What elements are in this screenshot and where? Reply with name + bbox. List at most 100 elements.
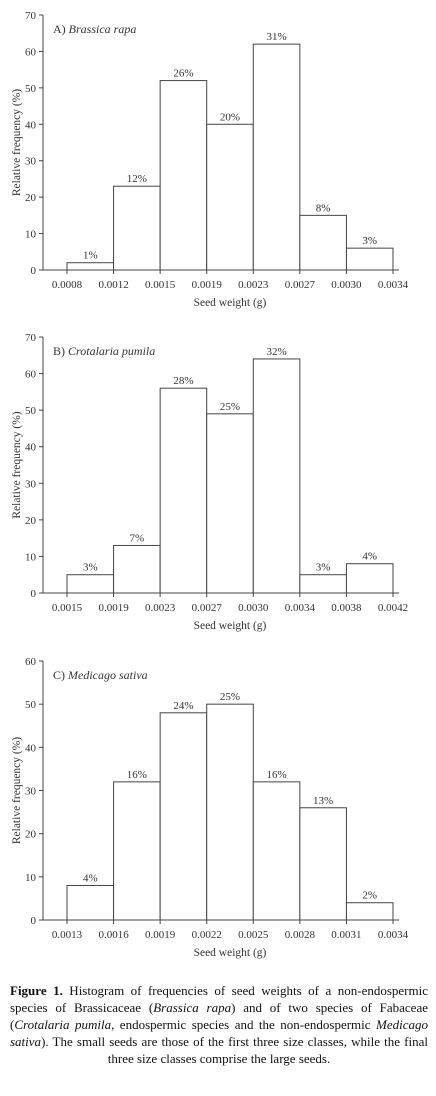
x-tick-label: 0.0015 [52, 602, 83, 614]
histogram-bar [345, 247, 394, 271]
x-tick-label: 0.0019 [98, 602, 129, 614]
y-tick-label: 30 [25, 786, 37, 798]
histogram-bar [159, 712, 208, 921]
bar-data-label: 3% [316, 562, 331, 574]
bar-data-label: 12% [127, 173, 147, 185]
bar-data-label: 26% [173, 68, 193, 80]
panel-letter: B) [53, 344, 68, 358]
x-axis-label: Seed weight (g) [194, 947, 267, 959]
panel-title: B) Crotalaria pumila [53, 344, 155, 358]
y-axis-label: Relative frequency (%) [11, 411, 23, 518]
caption-text: ) and of two species of Fabaceae ( [10, 1000, 428, 1032]
x-tick-label: 0.0030 [238, 602, 269, 614]
x-tick-label: 0.0015 [145, 279, 176, 291]
x-tick-label: 0.0022 [192, 929, 222, 941]
histogram-bar [66, 884, 115, 921]
bar-data-label: 20% [220, 111, 240, 123]
y-tick-label: 70 [25, 10, 37, 22]
x-tick-label: 0.0034 [285, 602, 316, 614]
x-tick-label: 0.0013 [52, 929, 83, 941]
y-tick-label: 20 [25, 192, 37, 204]
y-tick-label: 50 [25, 699, 37, 711]
histogram-bar [252, 358, 301, 594]
histogram-bar [252, 781, 301, 921]
histogram-bar [299, 214, 347, 271]
bar-data-label: 25% [220, 691, 240, 703]
histogram-bar [113, 185, 161, 271]
panel-title: A) Brassica rapa [53, 22, 136, 36]
x-tick-label: 0.0031 [331, 929, 361, 941]
caption-species-name: Brassica rapa [153, 1000, 232, 1015]
bar-data-label: 4% [362, 551, 377, 563]
chart-panel-b: 0 10 20 30 40 50 60 70 3% 7% 28% 25% 32% 3% 4% 0.0015 0.… [11, 332, 408, 632]
y-tick-label: 60 [25, 656, 37, 668]
y-axis-label: Relative frequency (%) [11, 89, 23, 196]
figure-charts: 0 10 20 30 40 50 60 70 1% 12% 26% 20% 31% 8% 3% 0.0008 0… [11, 10, 409, 959]
x-tick-label: 0.0008 [52, 279, 83, 291]
histogram-bar [345, 563, 394, 594]
y-tick-label: 40 [25, 742, 37, 754]
bar-data-label: 13% [313, 795, 333, 807]
panel-letter: C) [53, 668, 68, 682]
x-tick-label: 0.0027 [285, 279, 316, 291]
histogram-bar [206, 413, 254, 594]
x-tick-label: 0.0025 [238, 929, 269, 941]
y-tick-label: 50 [25, 83, 37, 95]
bar-data-label: 1% [83, 250, 98, 262]
histogram-bar [252, 43, 301, 271]
histogram-bar [299, 807, 347, 921]
panel-species: Medicago sativa [67, 668, 148, 682]
bar-data-label: 24% [173, 700, 193, 712]
x-tick-label: 0.0019 [192, 279, 223, 291]
histogram-bar [206, 123, 254, 271]
histogram-bar [206, 703, 254, 921]
histogram-bar [345, 902, 394, 921]
x-tick-label: 0.0030 [331, 279, 362, 291]
y-tick-label: 10 [25, 229, 37, 241]
x-tick-label: 0.0027 [192, 602, 223, 614]
x-tick-label: 0.0038 [331, 602, 362, 614]
chart-panel-c: 0 10 20 30 40 50 60 4% 16% 24% 25% 16% 13% 2% 0.0013 0.… [11, 656, 409, 959]
y-tick-label: 60 [25, 46, 37, 58]
x-axis-label: Seed weight (g) [194, 620, 267, 632]
x-tick-label: 0.0016 [98, 929, 129, 941]
histogram-bar [299, 574, 347, 594]
histogram-bar [66, 262, 115, 271]
bar-data-label: 28% [173, 375, 193, 387]
bar-data-label: 25% [220, 401, 240, 413]
x-tick-label: 0.0042 [378, 602, 408, 614]
y-tick-label: 50 [25, 405, 37, 417]
histogram-bar [159, 387, 208, 594]
y-tick-label: 20 [25, 515, 37, 527]
y-tick-label: 10 [25, 872, 37, 884]
caption-text: Histogram of frequencies of seed weights… [10, 983, 428, 1015]
bar-data-label: 8% [316, 202, 331, 214]
histogram-bar [159, 80, 208, 271]
x-tick-label: 0.0034 [378, 929, 409, 941]
x-tick-label: 0.0023 [145, 602, 176, 614]
y-tick-label: 60 [25, 369, 37, 381]
y-tick-label: 30 [25, 478, 37, 490]
x-tick-label: 0.0019 [145, 929, 176, 941]
panel-species: Brassica rapa [69, 22, 137, 36]
x-tick-label: 0.0012 [98, 279, 128, 291]
bar-data-label: 4% [83, 872, 98, 884]
y-tick-label: 0 [31, 915, 37, 927]
x-tick-label: 0.0023 [238, 279, 269, 291]
caption-text: ). The small seeds are those of the firs… [41, 1034, 428, 1066]
histogram-bar [66, 574, 115, 594]
figure-caption: Figure 1. Histogram of frequencies of se… [10, 982, 428, 1067]
panel-letter: A) [53, 22, 69, 36]
x-tick-label: 0.0034 [378, 279, 409, 291]
caption-species-name: Crotalaria pumila [14, 1017, 112, 1032]
bar-data-label: 3% [83, 562, 98, 574]
bar-data-label: 16% [266, 769, 286, 781]
bar-data-label: 16% [127, 769, 147, 781]
caption-text: , endospermic species and the non-endosp… [111, 1017, 377, 1032]
x-axis-label: Seed weight (g) [194, 297, 267, 309]
y-tick-label: 0 [31, 588, 37, 600]
caption-label: Figure 1. [10, 983, 63, 998]
bar-data-label: 2% [362, 890, 377, 902]
bar-data-label: 3% [362, 235, 377, 247]
bar-data-label: 32% [266, 346, 286, 358]
